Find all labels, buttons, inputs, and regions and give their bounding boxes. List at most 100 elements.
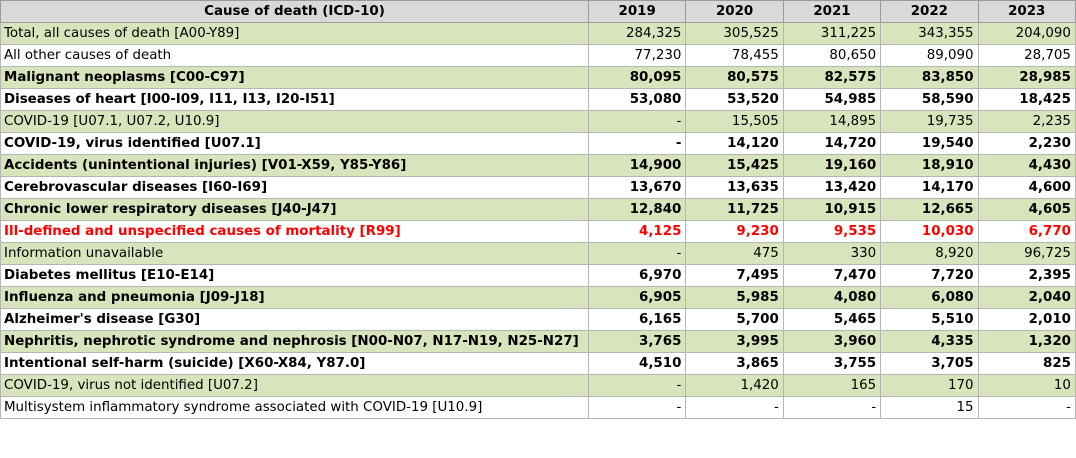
table-row: Malignant neoplasms [C00-C97] 80,095 80,57… xyxy=(0,66,1076,89)
value-cell: 7,495 xyxy=(685,264,784,287)
table-body: Total, all causes of death [A00-Y89] 284,… xyxy=(0,22,1076,419)
value-cell: 5,465 xyxy=(782,308,882,331)
cause-label: Cerebrovascular diseases [I60-I69] xyxy=(0,176,589,199)
value-cell: 6,165 xyxy=(587,308,687,331)
cause-label: Information unavailable xyxy=(0,242,589,265)
value-cell: 10,030 xyxy=(880,220,979,243)
cause-label: Ill-defined and unspecified causes of mo… xyxy=(0,220,589,243)
value-cell: 4,430 xyxy=(977,154,1076,177)
table-row: COVID-19, virus not identified [U07.2] -1… xyxy=(0,374,1076,397)
table-row: COVID-19 [U07.1, U07.2, U10.9] -15,505 14,… xyxy=(0,110,1076,133)
table-row: Multisystem inflammatory syndrome associ… xyxy=(0,396,1076,419)
header-row: Cause of death (ICD-10) 2019 2020 2021 2… xyxy=(0,0,1076,23)
value-cell: - xyxy=(587,242,687,265)
value-cell: 10 xyxy=(977,374,1076,397)
value-cell: 58,590 xyxy=(880,88,979,111)
table-row: Ill-defined and unspecified causes of mo… xyxy=(0,220,1076,243)
value-cell: 83,850 xyxy=(880,66,979,89)
value-cell: 54,985 xyxy=(782,88,882,111)
header-2022: 2022 xyxy=(880,0,979,23)
value-cell: 2,395 xyxy=(977,264,1076,287)
value-cell: 10,915 xyxy=(782,198,882,221)
value-cell: 12,840 xyxy=(587,198,687,221)
cause-label: Influenza and pneumonia [J09-J18] xyxy=(0,286,589,309)
value-cell: 9,535 xyxy=(782,220,882,243)
value-cell: 4,510 xyxy=(587,352,687,375)
value-cell: 475 xyxy=(685,242,784,265)
value-cell: 96,725 xyxy=(977,242,1076,265)
value-cell: 6,770 xyxy=(977,220,1076,243)
table-row: All other causes of death 77,230 78,455 80,… xyxy=(0,44,1076,67)
table-row: Accidents (unintentional injuries) [V01-… xyxy=(0,154,1076,177)
header-2020: 2020 xyxy=(685,0,784,23)
value-cell: 18,910 xyxy=(880,154,979,177)
value-cell: - xyxy=(587,132,687,155)
table-row: Diabetes mellitus [E10-E14] 6,970 7,495 7,4… xyxy=(0,264,1076,287)
header-2021: 2021 xyxy=(782,0,882,23)
value-cell: 6,970 xyxy=(587,264,687,287)
value-cell: 78,455 xyxy=(685,44,784,67)
value-cell: 15,425 xyxy=(685,154,784,177)
cause-label: Alzheimer's disease [G30] xyxy=(0,308,589,331)
value-cell: 14,170 xyxy=(880,176,979,199)
value-cell: 284,325 xyxy=(587,22,687,45)
value-cell: 13,670 xyxy=(587,176,687,199)
value-cell: 13,635 xyxy=(685,176,784,199)
cause-label: COVID-19, virus identified [U07.1] xyxy=(0,132,589,155)
value-cell: 4,125 xyxy=(587,220,687,243)
value-cell: 12,665 xyxy=(880,198,979,221)
value-cell: 53,520 xyxy=(685,88,784,111)
value-cell: 89,090 xyxy=(880,44,979,67)
value-cell: 3,995 xyxy=(685,330,784,353)
value-cell: 4,335 xyxy=(880,330,979,353)
cause-label: Total, all causes of death [A00-Y89] xyxy=(0,22,589,45)
value-cell: 6,080 xyxy=(880,286,979,309)
value-cell: 5,985 xyxy=(685,286,784,309)
table-row: Nephritis, nephrotic syndrome and nephro… xyxy=(0,330,1076,353)
value-cell: 11,725 xyxy=(685,198,784,221)
cause-label: Diabetes mellitus [E10-E14] xyxy=(0,264,589,287)
header-2019: 2019 xyxy=(587,0,687,23)
value-cell: - xyxy=(977,396,1076,419)
value-cell: 82,575 xyxy=(782,66,882,89)
value-cell: 343,355 xyxy=(880,22,979,45)
cause-label: COVID-19, virus not identified [U07.2] xyxy=(0,374,589,397)
table-row: Intentional self-harm (suicide) [X60-X84… xyxy=(0,352,1076,375)
value-cell: 19,540 xyxy=(880,132,979,155)
value-cell: 19,160 xyxy=(782,154,882,177)
table-row: Information unavailable -475 330 8,920 96,72… xyxy=(0,242,1076,265)
value-cell: 18,425 xyxy=(977,88,1076,111)
cause-label: Accidents (unintentional injuries) [V01-… xyxy=(0,154,589,177)
cause-label: Intentional self-harm (suicide) [X60-X84… xyxy=(0,352,589,375)
value-cell: 15 xyxy=(880,396,979,419)
value-cell: 3,865 xyxy=(685,352,784,375)
value-cell: 77,230 xyxy=(587,44,687,67)
value-cell: 80,650 xyxy=(782,44,882,67)
value-cell: 28,705 xyxy=(977,44,1076,67)
cause-label: Multisystem inflammatory syndrome associ… xyxy=(0,396,589,419)
value-cell: 3,765 xyxy=(587,330,687,353)
table-row: Diseases of heart [I00-I09, I11, I13, I2… xyxy=(0,88,1076,111)
cause-label: Nephritis, nephrotic syndrome and nephro… xyxy=(0,330,589,353)
table-row: Alzheimer's disease [G30] 6,165 5,700 5,465… xyxy=(0,308,1076,331)
table-row: Total, all causes of death [A00-Y89] 284,… xyxy=(0,22,1076,45)
value-cell: 2,230 xyxy=(977,132,1076,155)
value-cell: - xyxy=(587,374,687,397)
value-cell: 3,960 xyxy=(782,330,882,353)
value-cell: 1,420 xyxy=(685,374,784,397)
causes-of-death-table: Cause of death (ICD-10) 2019 2020 2021 2… xyxy=(0,0,1076,419)
value-cell: - xyxy=(685,396,784,419)
value-cell: 4,605 xyxy=(977,198,1076,221)
value-cell: 2,010 xyxy=(977,308,1076,331)
value-cell: 14,895 xyxy=(782,110,882,133)
value-cell: 9,230 xyxy=(685,220,784,243)
cause-label: Malignant neoplasms [C00-C97] xyxy=(0,66,589,89)
value-cell: 28,985 xyxy=(977,66,1076,89)
value-cell: 4,600 xyxy=(977,176,1076,199)
table-row: Cerebrovascular diseases [I60-I69] 13,670… xyxy=(0,176,1076,199)
table-row: Chronic lower respiratory diseases [J40-… xyxy=(0,198,1076,221)
cause-label: Diseases of heart [I00-I09, I11, I13, I2… xyxy=(0,88,589,111)
value-cell: 14,120 xyxy=(685,132,784,155)
value-cell: 2,235 xyxy=(977,110,1076,133)
value-cell: 80,095 xyxy=(587,66,687,89)
